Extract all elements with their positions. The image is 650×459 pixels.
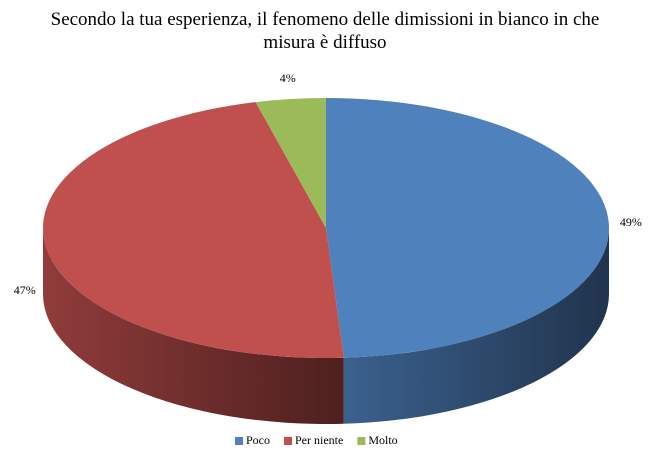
slice-side — [43, 228, 344, 424]
legend-swatch — [235, 437, 243, 445]
legend-label: Per niente — [295, 433, 343, 447]
slice — [255, 98, 326, 228]
data-label: 49% — [620, 215, 642, 229]
legend-label: Poco — [246, 433, 270, 447]
slice-side — [343, 228, 609, 424]
data-label: 4% — [280, 71, 296, 85]
data-label: 47% — [14, 283, 36, 297]
legend-swatch — [357, 437, 366, 445]
legend-label: Molto — [368, 433, 397, 447]
slice — [326, 98, 609, 358]
slice — [43, 102, 344, 358]
chart-title: Secondo la tua esperienza, il fenomeno d… — [50, 9, 600, 53]
legend-swatch — [284, 437, 292, 445]
